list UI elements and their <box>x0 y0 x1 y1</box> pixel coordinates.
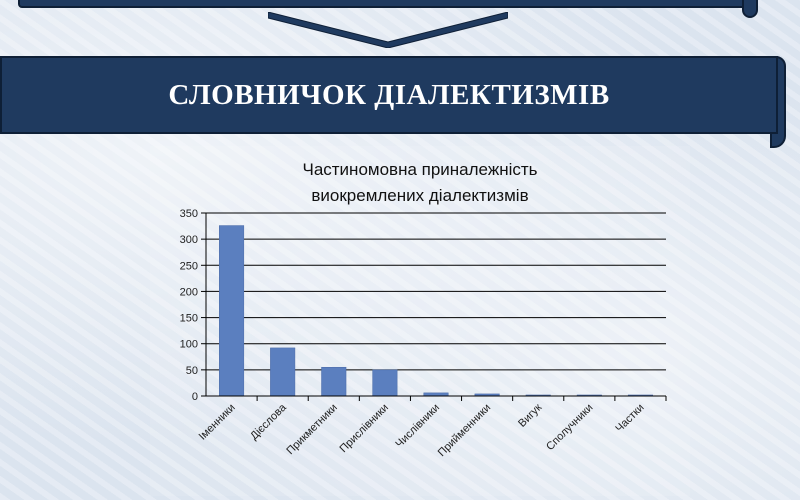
x-tick-label: Прикметники <box>284 402 340 458</box>
bar <box>372 369 398 397</box>
y-tick-label: 150 <box>180 313 198 325</box>
top-banner-ribbon <box>18 0 756 8</box>
chart-panel: Частиномовна приналежність виокремлених … <box>150 146 690 496</box>
y-tick-label: 0 <box>192 391 198 403</box>
x-tick-label: Прийменники <box>436 402 493 459</box>
y-tick-label: 50 <box>186 365 198 377</box>
chart-title-line-1: Частиномовна приналежність <box>302 160 538 179</box>
y-tick-label: 350 <box>180 208 198 220</box>
x-tick-label: Прислівники <box>338 402 391 455</box>
title-banner: СЛОВНИЧОК ДІАЛЕКТИЗМІВ <box>0 56 778 134</box>
chevron-down-icon <box>268 12 508 48</box>
x-tick-label: Іменники <box>197 402 238 443</box>
x-tick-label: Дієслова <box>248 401 289 442</box>
page-title: СЛОВНИЧОК ДІАЛЕКТИЗМІВ <box>168 78 610 111</box>
y-tick-label: 200 <box>180 286 198 298</box>
y-tick-label: 300 <box>180 234 198 246</box>
x-tick-label: Сполучники <box>544 402 595 453</box>
x-tick-label: Вигук <box>516 402 544 430</box>
y-tick-label: 100 <box>180 339 198 351</box>
top-banner-curl <box>742 0 758 18</box>
y-tick-label: 250 <box>180 260 198 272</box>
x-tick-label: Частки <box>613 402 646 435</box>
x-tick-label: Числівники <box>393 402 442 451</box>
bar <box>219 225 245 397</box>
bar <box>270 347 296 397</box>
bar <box>321 366 347 397</box>
chart-title-line-2: виокремлених діалектизмів <box>311 186 529 205</box>
